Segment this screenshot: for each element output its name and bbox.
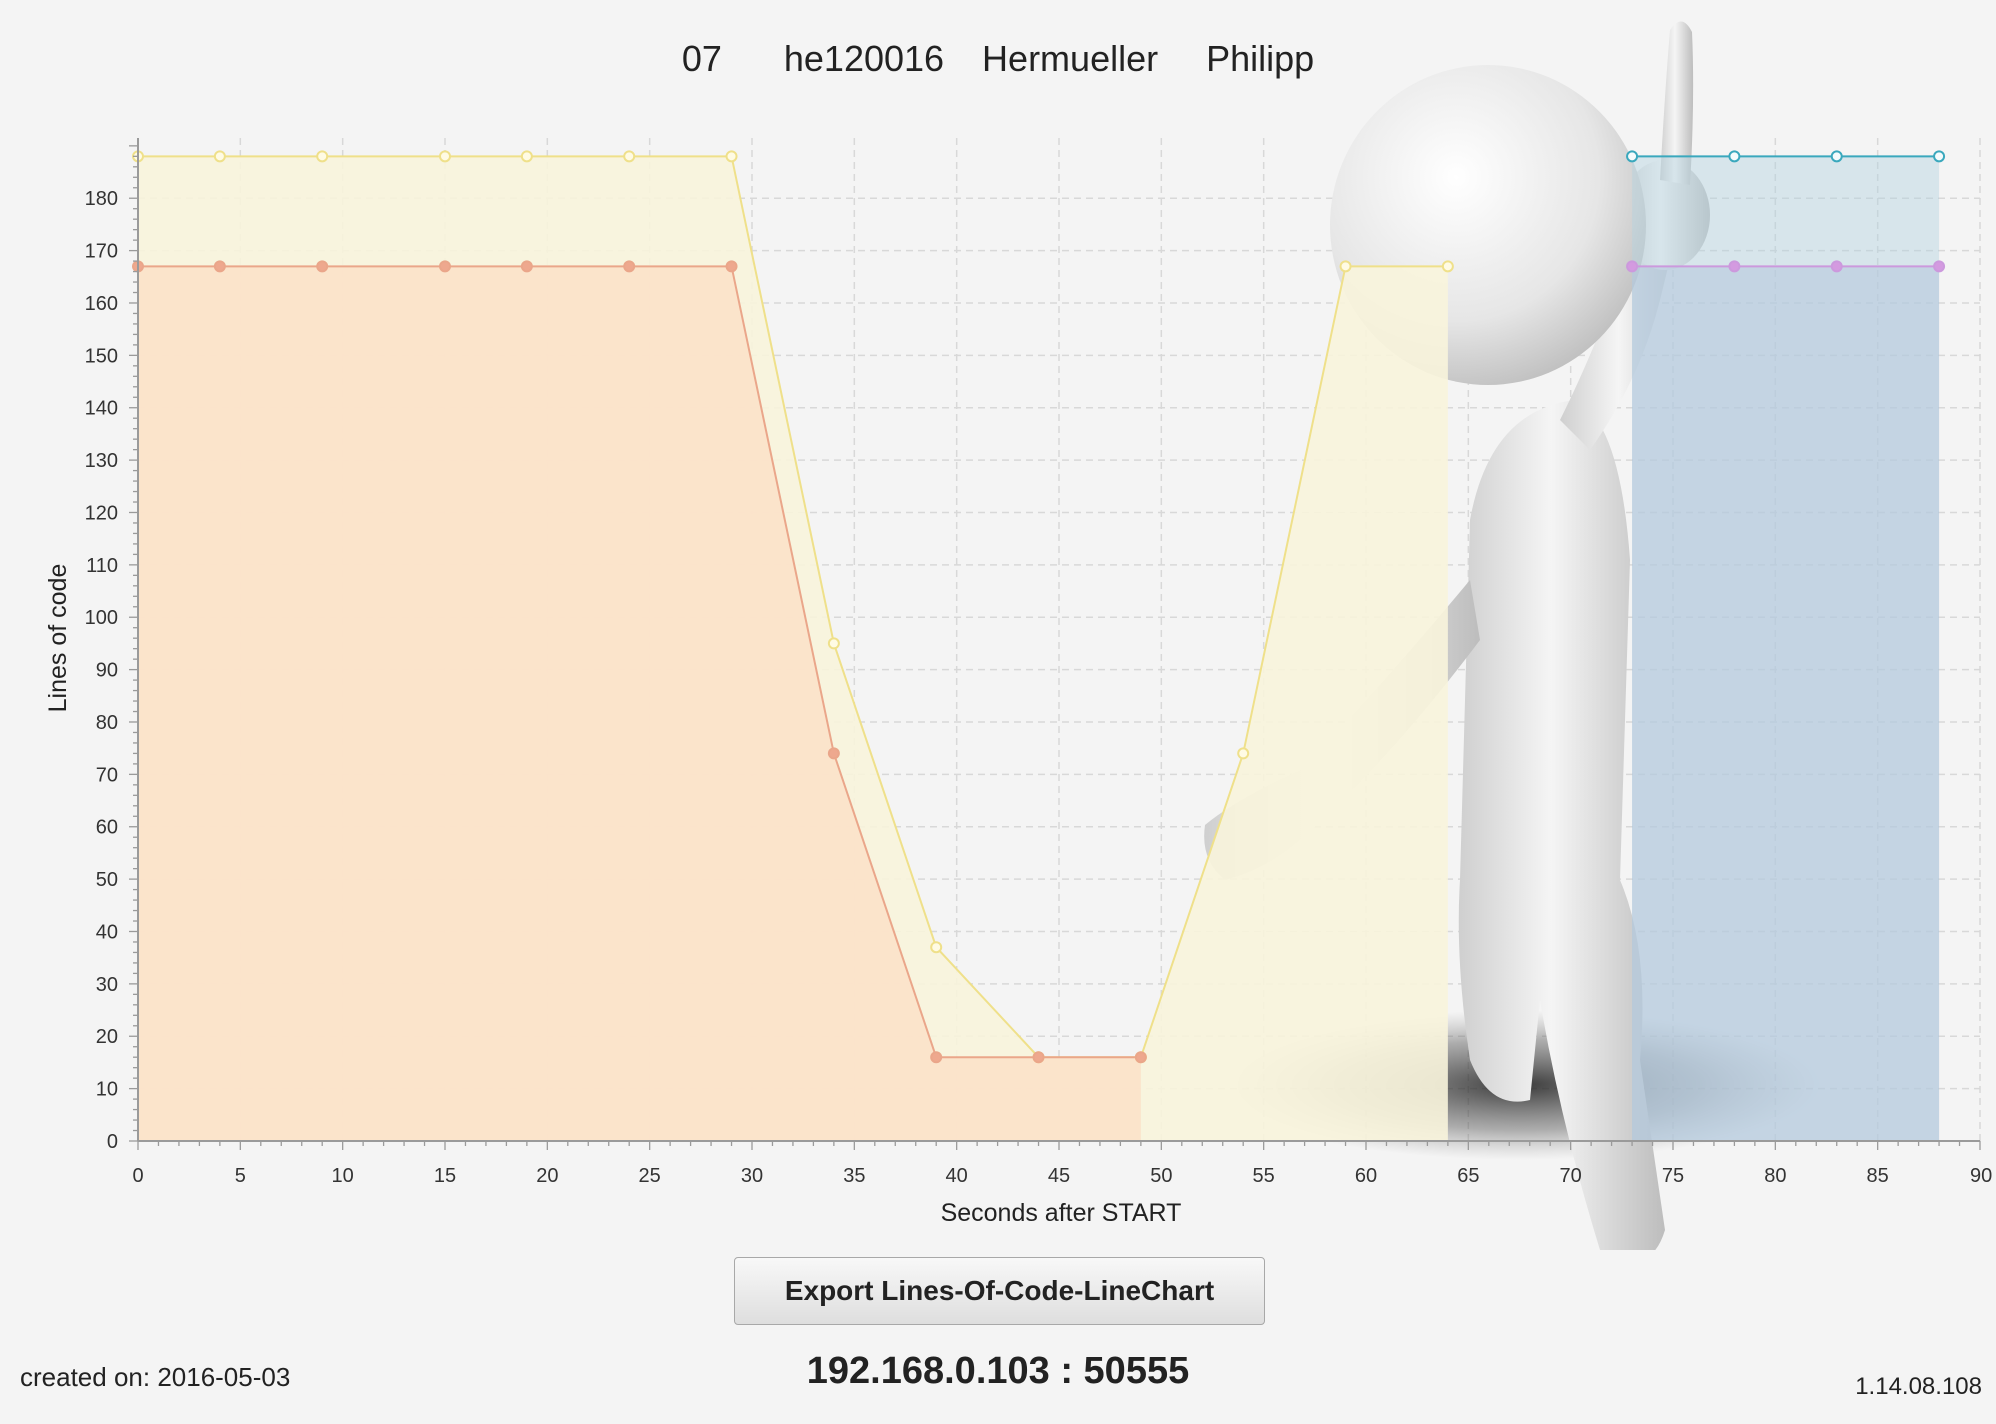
y-tick-label: 70	[96, 764, 118, 786]
header-number: 07	[681, 38, 722, 79]
y-tick-label: 50	[96, 869, 118, 891]
y-tick-label: 40	[96, 921, 118, 943]
header-first-name: Philipp	[1206, 38, 1315, 79]
series-4-point	[1728, 260, 1741, 273]
chart-series	[132, 150, 1946, 1141]
x-tick-label: 85	[1867, 1165, 1889, 1187]
y-tick-label: 20	[96, 1026, 118, 1048]
y-tick-label: 150	[85, 345, 118, 367]
x-tick-label: 70	[1560, 1165, 1582, 1187]
series-2-point	[725, 260, 738, 273]
ip-address-label: 192.168.0.103 : 50555	[806, 1350, 1190, 1392]
series-2-point	[439, 260, 451, 273]
y-tick-label: 90	[96, 660, 118, 682]
series-2-point	[1134, 1051, 1147, 1064]
y-tick-label: 130	[85, 450, 118, 472]
x-tick-label: 50	[1150, 1165, 1172, 1187]
y-tick-label: 160	[85, 293, 118, 315]
figure-body	[1458, 400, 1665, 1250]
series-1-point	[827, 637, 840, 650]
x-tick-label: 15	[434, 1165, 456, 1187]
series-3-point	[1728, 150, 1741, 163]
x-tick-label: 10	[332, 1165, 354, 1187]
series-2-point	[520, 260, 533, 273]
series-4-point	[1626, 260, 1639, 273]
series-2-point	[316, 260, 329, 273]
export-chart-button[interactable]: Export Lines-Of-Code-LineChart	[734, 1257, 1265, 1325]
x-tick-label: 80	[1764, 1165, 1786, 1187]
series-4-point	[1933, 260, 1946, 273]
series-1-point	[1237, 747, 1250, 760]
created-on-label: created on: 2016-05-03	[20, 1362, 291, 1392]
y-tick-label: 140	[85, 398, 118, 420]
series-1-point	[213, 150, 226, 163]
x-tick-label: 90	[1970, 1165, 1992, 1187]
y-tick-label: 60	[96, 817, 118, 839]
header-last-name: Hermueller	[982, 38, 1159, 79]
x-tick-label: 60	[1355, 1165, 1377, 1187]
x-tick-label: 65	[1457, 1165, 1479, 1187]
x-tick-label: 5	[235, 1165, 246, 1187]
y-tick-label: 10	[96, 1079, 118, 1101]
series-1-point	[623, 150, 636, 163]
x-tick-label: 20	[536, 1165, 558, 1187]
chart-header: 07 he120016 Hermueller Philipp	[0, 38, 1996, 88]
header-user-id: he120016	[783, 38, 945, 79]
series-3-point	[1830, 150, 1843, 163]
x-tick-label: 40	[946, 1165, 968, 1187]
series-1-point	[1339, 260, 1352, 273]
y-tick-label: 80	[96, 712, 118, 734]
y-tick-label: 100	[85, 607, 118, 629]
series-1-point	[439, 150, 451, 163]
series-4-point	[1830, 260, 1843, 273]
x-tick-label: 75	[1662, 1165, 1684, 1187]
series-1-line	[138, 155, 1448, 1059]
series-2-point	[213, 260, 226, 273]
y-tick-label: 0	[107, 1131, 118, 1153]
x-tick-label: 55	[1253, 1165, 1275, 1187]
series-4-area	[1632, 266, 1940, 1141]
lines-of-code-chart: 0102030405060708090100110120130140150160…	[44, 21, 1992, 1250]
x-axis-title: Seconds after START	[941, 1199, 1182, 1227]
series-1-point	[930, 941, 943, 954]
y-tick-label: 120	[85, 502, 118, 524]
y-tick-label: 30	[96, 974, 118, 996]
series-1-point	[316, 150, 329, 163]
x-tick-label: 45	[1048, 1165, 1070, 1187]
y-tick-label: 170	[85, 241, 118, 263]
x-tick-label: 25	[639, 1165, 661, 1187]
x-tick-label: 35	[843, 1165, 865, 1187]
figure-finger	[1660, 21, 1694, 186]
series-1-point	[1441, 260, 1454, 273]
x-tick-label: 30	[741, 1165, 763, 1187]
series-3-point	[1933, 150, 1946, 163]
series-1-point	[725, 150, 738, 163]
series-2-point	[1032, 1051, 1045, 1064]
series-2-point	[930, 1051, 943, 1064]
version-label: 1.14.08.108	[1855, 1373, 1982, 1400]
series-3-point	[1626, 150, 1639, 163]
x-tick-label: 0	[132, 1165, 143, 1187]
series-2-point	[623, 260, 636, 273]
series-2-point	[827, 747, 840, 760]
y-axis-title: Lines of code	[44, 564, 72, 713]
series-1-point	[520, 150, 533, 163]
y-tick-label: 110	[86, 555, 118, 577]
chart-axes: 0102030405060708090100110120130140150160…	[44, 138, 1992, 1227]
y-tick-label: 180	[85, 188, 118, 210]
